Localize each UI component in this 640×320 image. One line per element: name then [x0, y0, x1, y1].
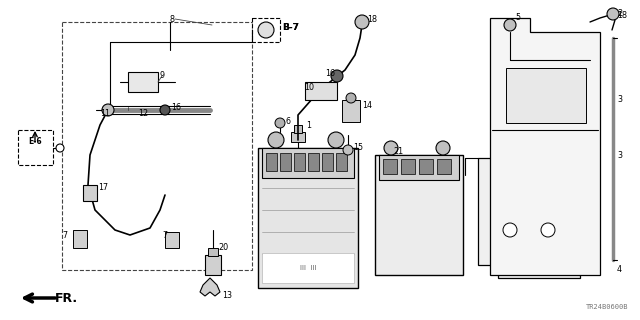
- Bar: [305, 82, 337, 100]
- Text: 8: 8: [170, 14, 175, 23]
- Text: 3: 3: [617, 150, 622, 159]
- Bar: [18, 130, 53, 165]
- Text: 16: 16: [325, 69, 335, 78]
- Bar: [205, 255, 221, 275]
- Bar: [252, 18, 280, 42]
- Text: 18: 18: [617, 12, 627, 20]
- Bar: [383, 159, 397, 174]
- Text: 1: 1: [306, 122, 311, 131]
- Circle shape: [343, 145, 353, 155]
- Bar: [379, 155, 459, 180]
- Text: 5: 5: [515, 13, 520, 22]
- Circle shape: [56, 144, 64, 152]
- Circle shape: [328, 132, 344, 148]
- Bar: [280, 153, 291, 171]
- Text: 20: 20: [218, 244, 228, 252]
- Text: B-7: B-7: [282, 22, 299, 31]
- Text: TR24B0600B: TR24B0600B: [586, 304, 628, 310]
- Text: 4: 4: [617, 266, 622, 275]
- Circle shape: [355, 15, 369, 29]
- Bar: [375, 155, 463, 275]
- Text: 16: 16: [171, 102, 181, 111]
- Bar: [258, 148, 358, 288]
- Bar: [322, 153, 333, 171]
- Bar: [506, 68, 586, 123]
- Text: E-6: E-6: [28, 138, 42, 147]
- Text: 12: 12: [138, 108, 148, 117]
- Bar: [336, 153, 347, 171]
- Bar: [165, 232, 179, 248]
- Bar: [262, 253, 354, 283]
- Bar: [437, 159, 451, 174]
- Bar: [73, 230, 87, 248]
- Circle shape: [275, 118, 285, 128]
- Circle shape: [607, 8, 619, 20]
- Polygon shape: [478, 158, 580, 278]
- Bar: [208, 248, 218, 256]
- Text: B-7: B-7: [282, 22, 299, 31]
- Text: 7: 7: [62, 230, 67, 239]
- Text: 14: 14: [362, 100, 372, 109]
- Circle shape: [268, 132, 284, 148]
- Text: 6: 6: [285, 117, 290, 126]
- Bar: [419, 159, 433, 174]
- Text: 3: 3: [617, 95, 622, 105]
- Text: FR.: FR.: [55, 292, 78, 305]
- Circle shape: [503, 223, 517, 237]
- Text: 13: 13: [222, 291, 232, 300]
- Bar: [62, 22, 252, 270]
- Bar: [294, 153, 305, 171]
- Bar: [308, 153, 319, 171]
- Text: 7: 7: [162, 230, 167, 239]
- Circle shape: [436, 141, 450, 155]
- Text: 11: 11: [100, 108, 110, 117]
- Text: 17: 17: [98, 182, 108, 191]
- Polygon shape: [490, 18, 600, 275]
- Circle shape: [504, 19, 516, 31]
- Circle shape: [102, 104, 114, 116]
- Text: 2: 2: [617, 9, 622, 18]
- Bar: [342, 100, 360, 122]
- Polygon shape: [200, 278, 220, 296]
- Text: 15: 15: [353, 143, 363, 153]
- Text: 18: 18: [367, 14, 377, 23]
- Text: 9: 9: [160, 71, 165, 81]
- Circle shape: [258, 22, 274, 38]
- Bar: [83, 185, 97, 201]
- Text: III  III: III III: [300, 265, 316, 271]
- Circle shape: [331, 70, 343, 82]
- Circle shape: [541, 223, 555, 237]
- Circle shape: [384, 141, 398, 155]
- Bar: [294, 125, 302, 133]
- Text: 10: 10: [304, 84, 314, 92]
- Bar: [291, 132, 305, 142]
- Circle shape: [160, 105, 170, 115]
- Bar: [401, 159, 415, 174]
- Circle shape: [346, 93, 356, 103]
- Text: 21: 21: [393, 148, 403, 156]
- Bar: [128, 72, 158, 92]
- Bar: [266, 153, 277, 171]
- Bar: [262, 148, 354, 178]
